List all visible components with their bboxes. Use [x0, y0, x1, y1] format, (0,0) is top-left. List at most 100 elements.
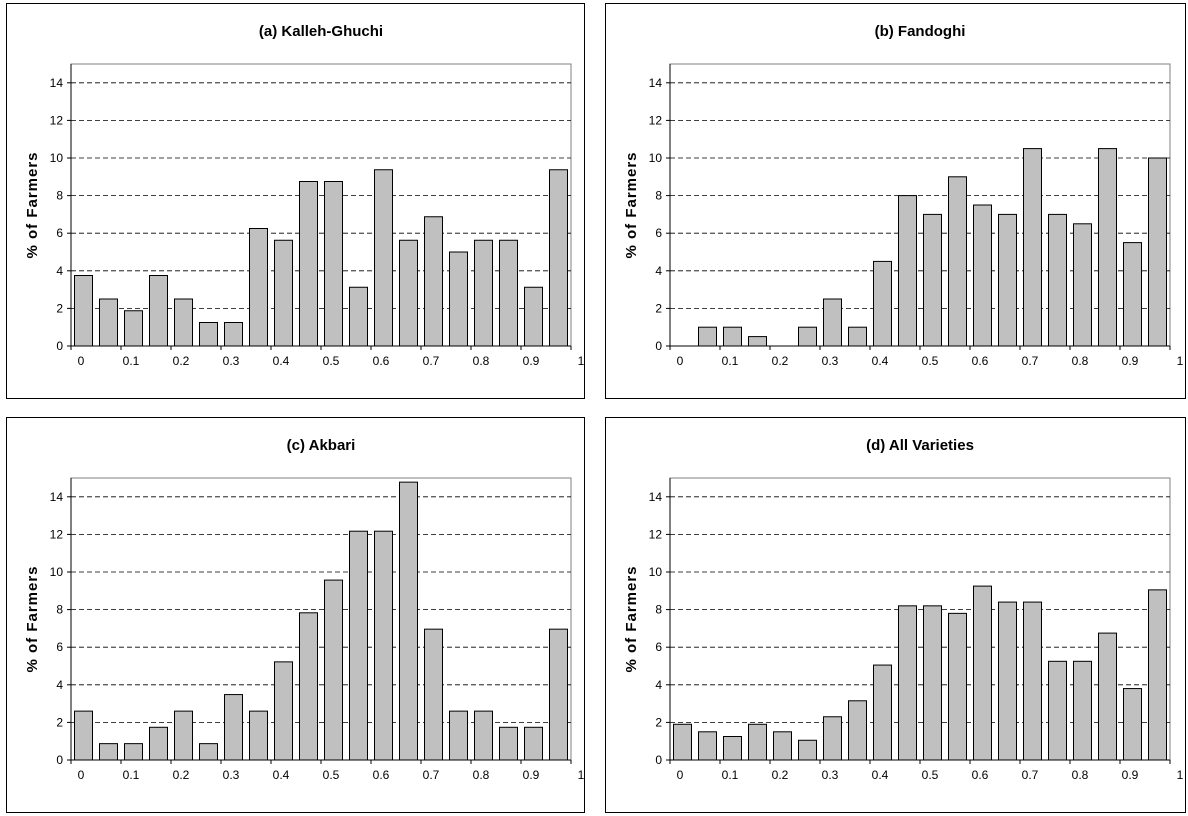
x-tick-label: 1: [578, 354, 584, 368]
bar: [1123, 688, 1142, 761]
y-tick-label: 14: [649, 76, 663, 90]
x-tick-label: 0.6: [972, 768, 989, 782]
x-tick-label: 0.7: [1022, 768, 1039, 782]
bar: [124, 310, 143, 347]
x-tick-label: 0.5: [922, 768, 939, 782]
x-tick-label: 0.6: [373, 768, 390, 782]
y-tick-label: 4: [56, 678, 63, 692]
y-tick-label: 2: [655, 301, 662, 315]
y-tick-label: 10: [50, 565, 64, 579]
bar: [748, 336, 767, 347]
bar: [374, 169, 393, 347]
y-tick-label: 12: [649, 113, 663, 127]
y-axis-label: % of Farmers: [623, 565, 640, 672]
x-tick-label: 0.3: [822, 768, 839, 782]
x-tick-label: 1: [578, 768, 584, 782]
bar: [1123, 242, 1142, 347]
bar: [474, 239, 493, 347]
x-tick-label: 0.3: [223, 768, 240, 782]
y-axis-label: % of Farmers: [24, 151, 41, 258]
plot-area: [669, 63, 1171, 347]
bar: [973, 204, 992, 347]
bar: [549, 628, 568, 761]
x-tick-label: 0.8: [473, 354, 490, 368]
bar: [1148, 589, 1167, 761]
bar: [299, 612, 318, 761]
y-tick-label: 2: [655, 715, 662, 729]
chart-title: (d) All Varieties: [866, 437, 974, 454]
x-tick-label: 0: [78, 768, 85, 782]
y-tick-label: 6: [655, 640, 662, 654]
x-tick-label: 0.1: [722, 354, 739, 368]
bar: [698, 326, 717, 347]
x-tick-label: 0.7: [423, 354, 440, 368]
chart-title: (b) Fandoghi: [875, 23, 966, 40]
chart-svg: (c) Akbari % of Farmers 0 2 4 6 8 10 12 14 0 0.1 0.2…: [24, 437, 584, 782]
bar: [773, 731, 792, 761]
y-axis-label: % of Farmers: [623, 151, 640, 258]
y-tick-label: 2: [56, 301, 63, 315]
x-tick-label: 0.5: [323, 354, 340, 368]
bar: [998, 601, 1017, 761]
y-tick-label: 6: [56, 226, 63, 240]
bar: [499, 726, 518, 761]
y-tick-label: 10: [50, 151, 64, 165]
y-tick-label: 8: [56, 189, 63, 203]
x-tick-label: 0.1: [722, 768, 739, 782]
bar: [424, 216, 443, 347]
x-tick-label: 0.4: [273, 768, 290, 782]
x-tick-label: 0.8: [1072, 354, 1089, 368]
bar: [449, 251, 468, 347]
chart-svg: (b) Fandoghi % of Farmers 0 2 4 6 8 10 12 14 0 0.1 0…: [623, 23, 1184, 368]
y-tick-label: 6: [655, 226, 662, 240]
bar: [848, 326, 867, 347]
x-tick-label: 0.5: [323, 768, 340, 782]
y-tick-label: 12: [649, 527, 663, 541]
bar: [1023, 148, 1042, 347]
x-tick-label: 0.7: [1022, 354, 1039, 368]
y-tick-label: 14: [50, 490, 64, 504]
y-tick-label: 6: [56, 640, 63, 654]
bar: [973, 585, 992, 761]
x-tick-label: 0.1: [123, 354, 140, 368]
bar: [199, 322, 218, 347]
x-tick-label: 0.9: [1122, 768, 1139, 782]
x-tick-label: 0: [78, 354, 85, 368]
bar: [349, 286, 368, 347]
bar: [199, 743, 218, 761]
chart-panel-a: (a) Kalleh-Ghuchi% of Farmers 0 2 4 6 8 10 12 14…: [6, 3, 585, 399]
bar: [324, 181, 343, 347]
bar: [474, 710, 493, 761]
chart-panel-d: (d) All Varieties% of Farmers 0 2 4 6 8 10 12 14…: [605, 417, 1186, 813]
y-tick-label: 12: [50, 113, 64, 127]
x-tick-label: 0.4: [872, 768, 889, 782]
bar: [723, 736, 742, 761]
bar: [99, 298, 118, 347]
y-axis-label: % of Farmers: [24, 565, 41, 672]
bar: [873, 664, 892, 761]
bar: [1023, 601, 1042, 761]
x-tick-label: 0.2: [772, 354, 789, 368]
bar: [74, 710, 93, 761]
bar: [74, 275, 93, 347]
x-tick-label: 0.4: [273, 354, 290, 368]
y-tick-label: 14: [50, 76, 64, 90]
x-tick-label: 0.8: [1072, 768, 1089, 782]
bar: [698, 731, 717, 761]
y-tick-label: 4: [655, 678, 662, 692]
bar: [249, 710, 268, 761]
x-tick-label: 0.2: [772, 768, 789, 782]
bar: [174, 298, 193, 347]
bar: [1148, 157, 1167, 347]
bar: [798, 739, 817, 761]
x-tick-label: 1: [1177, 354, 1184, 368]
y-tick-label: 0: [655, 753, 662, 767]
bar: [374, 530, 393, 761]
x-tick-label: 0.9: [523, 354, 540, 368]
bar: [1048, 660, 1067, 761]
y-tick-label: 0: [655, 339, 662, 353]
x-tick-label: 0.2: [173, 354, 190, 368]
chart-svg: (d) All Varieties% of Farmers02468101214…: [623, 437, 1184, 782]
x-tick-label: 0.9: [1122, 354, 1139, 368]
x-tick-label: 0.3: [223, 354, 240, 368]
